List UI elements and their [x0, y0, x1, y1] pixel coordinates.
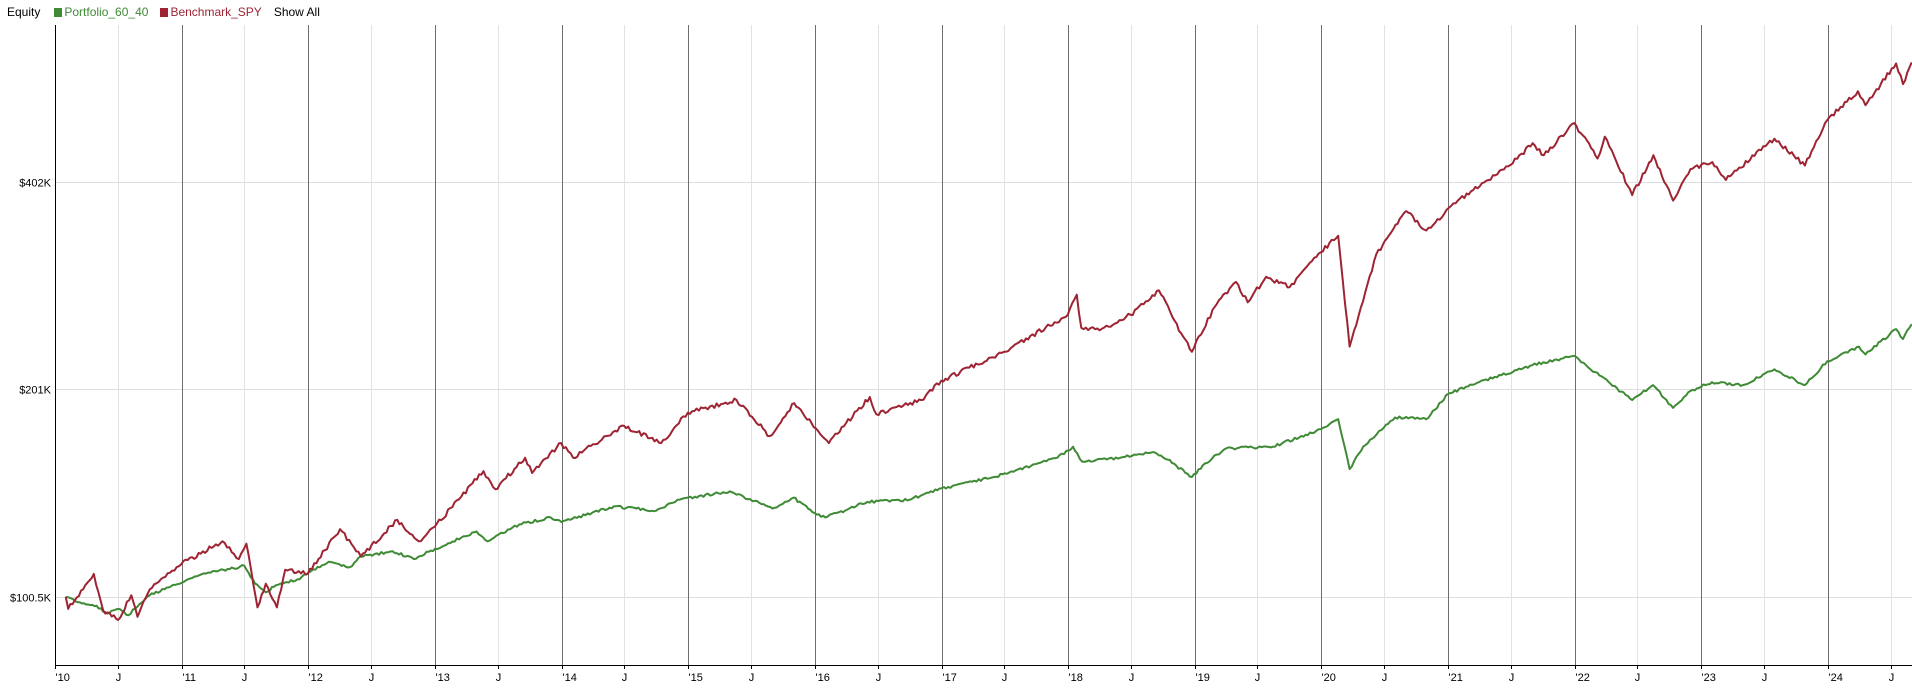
y-tick-label: $201K: [19, 385, 51, 397]
y-tick-label: $402K: [19, 178, 51, 190]
x-tick-label: '10: [56, 672, 70, 684]
x-tick-label: '22: [1576, 672, 1590, 684]
y-tick-label: $100.5K: [10, 593, 52, 605]
x-tick-label: '13: [436, 672, 450, 684]
x-tick-label: '11: [183, 672, 197, 684]
x-tick-label: J: [116, 672, 122, 684]
x-tick-label: J: [1382, 672, 1388, 684]
chart-title: Equity: [7, 5, 41, 19]
x-tick-label: J: [1635, 672, 1641, 684]
x-tick-label: J: [242, 672, 248, 684]
x-tick-label: J: [1129, 672, 1135, 684]
x-tick-label: J: [1509, 672, 1515, 684]
x-tick-label: '16: [816, 672, 830, 684]
x-tick-label: '18: [1069, 672, 1083, 684]
legend-swatch-portfolio-60-40: [54, 7, 63, 17]
x-tick-label: J: [1762, 672, 1768, 684]
legend-label-portfolio-60-40: Portfolio_60_40: [64, 5, 149, 19]
x-tick-label: J: [622, 672, 628, 684]
x-tick-label: J: [369, 672, 375, 684]
x-tick-label: J: [1255, 672, 1261, 684]
legend-item-portfolio-60-40[interactable]: Portfolio_60_40: [54, 5, 148, 19]
x-tick-label: J: [876, 672, 882, 684]
show-all-button[interactable]: Show All: [273, 5, 320, 19]
x-tick-label: '19: [1196, 672, 1210, 684]
x-tick-label: J: [1889, 672, 1895, 684]
x-tick-label: '17: [943, 672, 957, 684]
x-tick-label: J: [496, 672, 502, 684]
x-tick-label: '20: [1322, 672, 1336, 684]
series-line-benchmark-spy: [64, 61, 1912, 621]
chart-legend: Equity Portfolio_60_40 Benchmark_SPY Sho…: [7, 4, 320, 20]
x-tick-label: '24: [1829, 672, 1843, 684]
x-tick-label: '21: [1449, 672, 1463, 684]
x-tick-label: J: [749, 672, 755, 684]
legend-item-benchmark-spy[interactable]: Benchmark_SPY: [160, 5, 262, 19]
x-tick-label: '12: [309, 672, 323, 684]
series-line-portfolio-60-40: [65, 323, 1912, 617]
x-tick-label: '14: [563, 672, 577, 684]
x-tick-label: '15: [689, 672, 703, 684]
legend-swatch-benchmark-spy: [160, 7, 169, 17]
x-tick-label: J: [1002, 672, 1008, 684]
x-tick-label: '23: [1702, 672, 1716, 684]
legend-label-benchmark-spy: Benchmark_SPY: [170, 5, 262, 19]
